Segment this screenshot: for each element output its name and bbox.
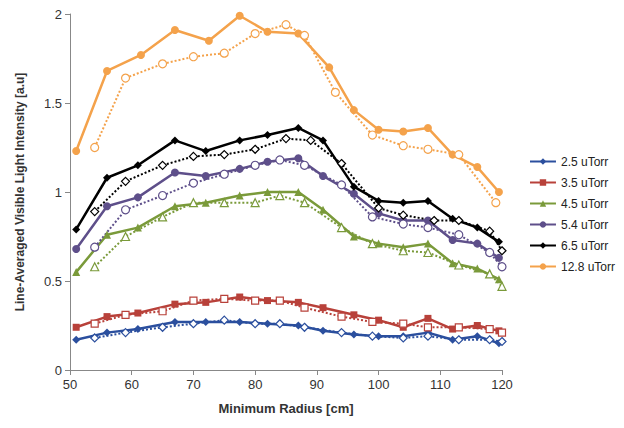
- svg-text:2: 2: [55, 7, 62, 22]
- svg-text:1.5: 1.5: [44, 96, 62, 111]
- svg-text:5.4 uTorr: 5.4 uTorr: [561, 218, 608, 232]
- svg-text:2.5 uTorr: 2.5 uTorr: [561, 155, 608, 169]
- svg-text:1: 1: [55, 185, 62, 200]
- svg-text:90: 90: [310, 377, 324, 392]
- svg-text:60: 60: [124, 377, 138, 392]
- svg-text:0.5: 0.5: [44, 274, 62, 289]
- svg-text:50: 50: [63, 377, 77, 392]
- svg-text:120: 120: [491, 377, 513, 392]
- svg-text:110: 110: [430, 377, 451, 392]
- svg-text:Line-Averaged Visible Light In: Line-Averaged Visible Light Intensity [a…: [13, 73, 27, 312]
- svg-text:70: 70: [186, 377, 200, 392]
- svg-text:100: 100: [368, 377, 390, 392]
- svg-text:6.5 uTorr: 6.5 uTorr: [561, 239, 608, 253]
- svg-text:Minimum Radius [cm]: Minimum Radius [cm]: [218, 401, 353, 416]
- svg-text:80: 80: [248, 377, 262, 392]
- svg-text:4.5 uTorr: 4.5 uTorr: [561, 197, 608, 211]
- svg-text:0: 0: [55, 363, 62, 378]
- svg-text:12.8 uTorr: 12.8 uTorr: [561, 260, 615, 274]
- svg-text:3.5 uTorr: 3.5 uTorr: [561, 176, 608, 190]
